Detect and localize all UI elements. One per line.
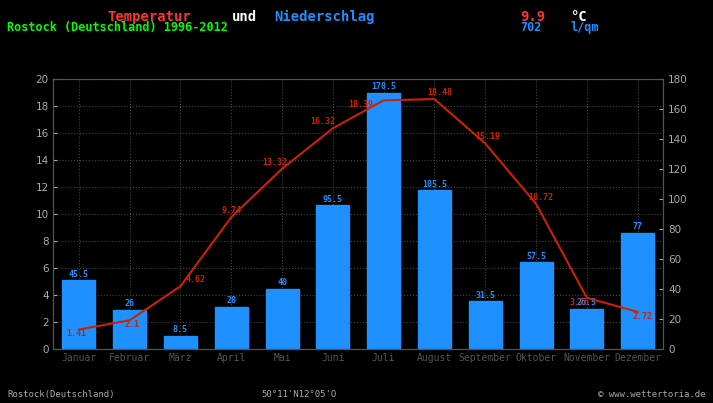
Text: 26.5: 26.5 [577, 298, 597, 307]
Text: 45.5: 45.5 [69, 270, 89, 279]
Text: 4.62: 4.62 [185, 275, 206, 284]
Bar [215, 307, 248, 349]
Text: 3.76: 3.76 [569, 297, 589, 307]
Text: 702: 702 [520, 21, 542, 34]
Text: 15.19: 15.19 [476, 133, 501, 141]
Text: l/qm: l/qm [570, 21, 599, 34]
Text: 40: 40 [277, 278, 287, 287]
Bar [164, 336, 197, 349]
Text: 9.9: 9.9 [520, 10, 545, 24]
Bar [367, 93, 400, 349]
Bar [468, 301, 502, 349]
Bar [418, 190, 451, 349]
Text: 77: 77 [632, 222, 642, 231]
Text: 26: 26 [125, 299, 135, 308]
Text: °C: °C [570, 10, 587, 24]
Text: 105.5: 105.5 [422, 180, 447, 189]
Text: 8.5: 8.5 [173, 325, 188, 334]
Text: 2.72: 2.72 [632, 312, 653, 321]
Text: 1.41: 1.41 [66, 329, 86, 339]
Text: 9.74: 9.74 [221, 206, 241, 215]
Bar [265, 289, 299, 349]
Bar [520, 262, 553, 349]
Text: 50°11'N12°05'O: 50°11'N12°05'O [262, 390, 337, 399]
Text: 57.5: 57.5 [526, 252, 546, 261]
Text: und: und [232, 10, 257, 24]
Text: 28: 28 [226, 296, 236, 305]
Text: Temperatur: Temperatur [107, 10, 190, 24]
Bar [317, 206, 349, 349]
Text: 18.48: 18.48 [427, 88, 452, 97]
Text: 95.5: 95.5 [323, 195, 343, 204]
Text: 170.5: 170.5 [371, 82, 396, 91]
Text: 10.72: 10.72 [528, 193, 554, 202]
Text: Rostock (Deutschland) 1996-2012: Rostock (Deutschland) 1996-2012 [7, 21, 228, 34]
Bar [570, 309, 603, 349]
Text: 13.32: 13.32 [262, 158, 287, 167]
Text: 18.39: 18.39 [349, 100, 374, 109]
Bar [62, 280, 96, 349]
Text: Rostock(Deutschland): Rostock(Deutschland) [7, 390, 115, 399]
Bar [113, 310, 146, 349]
Text: Niederschlag: Niederschlag [275, 10, 375, 24]
Text: 31.5: 31.5 [476, 291, 496, 300]
Text: 2.1: 2.1 [125, 320, 140, 329]
Bar [621, 233, 655, 349]
Text: 16.32: 16.32 [310, 117, 335, 126]
Text: © www.wettertoria.de: © www.wettertoria.de [598, 390, 706, 399]
